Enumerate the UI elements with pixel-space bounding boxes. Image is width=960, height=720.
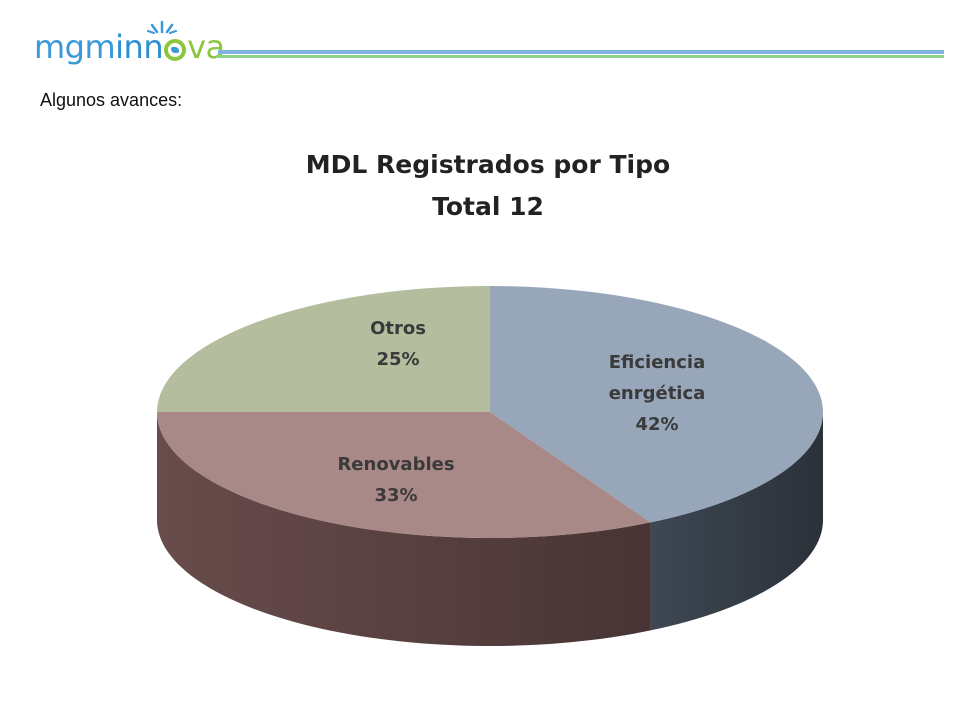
slice-label-renovables: Renovables bbox=[337, 454, 454, 475]
chart-subtitle: Total 12 bbox=[432, 192, 544, 221]
chart-title: MDL Registrados por Tipo bbox=[305, 150, 671, 179]
slice-label-eficiencia-enrgetica: enrgética bbox=[609, 383, 706, 404]
header-rule-green bbox=[218, 55, 944, 58]
slice-label-eficiencia-enrgetica: Eficiencia bbox=[609, 352, 706, 373]
globe-icon bbox=[164, 39, 187, 61]
pie-side-shade-eficiencia-enrgetica bbox=[650, 412, 823, 631]
slice-value-otros: 25% bbox=[376, 349, 419, 370]
pie-slice-renovables bbox=[157, 412, 651, 538]
pie-slice-eficiencia-enrgetica bbox=[490, 286, 823, 523]
slide-header: mgminn va bbox=[0, 0, 960, 80]
pie-side-shade-renovables bbox=[157, 412, 651, 646]
mgminnova-logo: mgminn va bbox=[34, 22, 225, 72]
slice-value-renovables: 33% bbox=[374, 485, 417, 506]
pie-slice-otros bbox=[157, 286, 490, 412]
slice-label-otros: Otros bbox=[370, 318, 426, 339]
logo-text-va: va bbox=[187, 28, 225, 66]
slide-subtitle: Algunos avances: bbox=[40, 90, 183, 110]
logo-text-inn: inn bbox=[115, 28, 164, 66]
logo-text-mgm: mgm bbox=[34, 28, 116, 66]
header-rule-blue bbox=[218, 50, 944, 54]
sun-rays-icon bbox=[147, 20, 177, 34]
slice-value-eficiencia-enrgetica: 42% bbox=[635, 414, 678, 435]
